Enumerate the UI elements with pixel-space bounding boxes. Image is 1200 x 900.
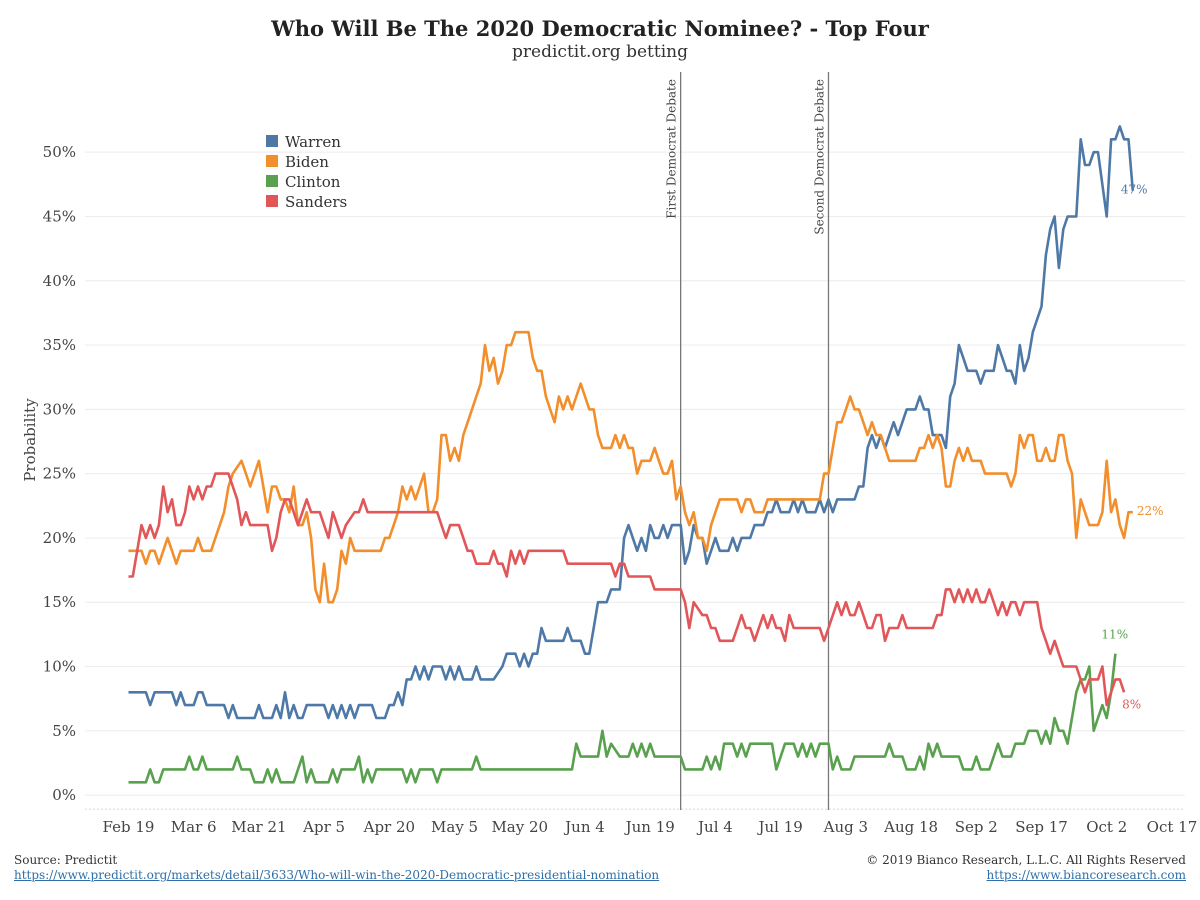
y-axis-label: Probability [21,398,39,482]
x-tick-label: Apr 5 [302,818,345,836]
x-tick-label: Jun 19 [624,818,675,836]
series-lines [128,125,1135,784]
y-tick-label: 10% [43,658,76,676]
x-axis-ticks: Feb 19 Mar 6 Mar 21 Apr 5 Apr 20 May 5 May 20 J… [103,818,1198,836]
x-tick-label: Mar 6 [171,818,217,836]
x-tick-label: Jul 4 [696,818,733,836]
legend-label-sanders: Sanders [285,193,347,211]
footer-source: Source: Predictit https://www.predictit.… [14,853,659,883]
legend-swatch-clinton [266,175,278,187]
series-line-clinton [128,653,1117,784]
x-tick-label: May 20 [491,818,548,836]
x-tick-label: May 5 [431,818,478,836]
y-tick-label: 30% [43,400,76,418]
x-tick-label: Aug 3 [823,818,868,836]
line-chart: 0% 5% 10% 15% 20% 25% 30% 35% 40% 45% 50% Feb 19 Ma… [21,72,1198,836]
end-labels: 47% 22% 11% 8% [1101,183,1163,712]
event-markers: First Democrat Debate Second Democrat Deb… [665,72,830,810]
chart-subtitle: predictit.org betting [512,42,688,62]
y-tick-label: 5% [52,722,76,740]
x-tick-label: Mar 21 [231,818,286,836]
footer-copyright: © 2019 Bianco Research, L.L.C. All Right… [866,853,1186,883]
series-line-sanders [128,472,1126,707]
y-tick-label: 25% [43,465,76,483]
end-label-warren: 47% [1121,183,1148,197]
source-label: Source: Predictit [14,853,118,867]
y-tick-label: 35% [43,336,76,354]
y-tick-label: 20% [43,529,76,547]
legend-label-warren: Warren [285,133,341,151]
copyright-text: © 2019 Bianco Research, L.L.C. All Right… [866,853,1186,867]
x-tick-label: Aug 18 [883,818,938,836]
legend-label-biden: Biden [285,153,329,171]
site-link[interactable]: https://www.biancoresearch.com [986,868,1186,882]
end-label-clinton: 11% [1101,628,1128,642]
y-tick-label: 15% [43,593,76,611]
x-tick-label: Sep 17 [1015,818,1068,836]
gridlines [85,151,1185,810]
legend-swatch-sanders [266,195,278,207]
y-axis-ticks: 0% 5% 10% 15% 20% 25% 30% 35% 40% 45% 50% [43,143,76,804]
series-line-warren [128,125,1135,720]
legend-swatch-warren [266,135,278,147]
y-tick-label: 45% [43,207,76,225]
end-label-biden: 22% [1137,504,1164,518]
x-tick-label: Jul 19 [756,818,802,836]
event-label: First Democrat Debate [665,79,679,219]
y-tick-label: 0% [52,786,76,804]
x-tick-label: Apr 20 [363,818,415,836]
x-tick-label: Feb 19 [103,818,155,836]
series-line-biden [128,330,1133,604]
x-tick-label: Oct 17 [1147,818,1198,836]
y-tick-label: 50% [43,143,76,161]
x-tick-label: Jun 4 [563,818,605,836]
x-tick-label: Oct 2 [1086,818,1127,836]
chart-title: Who Will Be The 2020 Democratic Nominee?… [271,16,929,41]
legend-label-clinton: Clinton [285,173,341,191]
event-label: Second Democrat Debate [812,79,826,235]
legend-swatch-biden [266,155,278,167]
end-label-sanders: 8% [1122,697,1141,711]
source-link[interactable]: https://www.predictit.org/markets/detail… [14,868,660,882]
x-tick-label: Sep 2 [955,818,998,836]
legend: Warren Biden Clinton Sanders [266,133,347,211]
y-tick-label: 40% [43,272,76,290]
